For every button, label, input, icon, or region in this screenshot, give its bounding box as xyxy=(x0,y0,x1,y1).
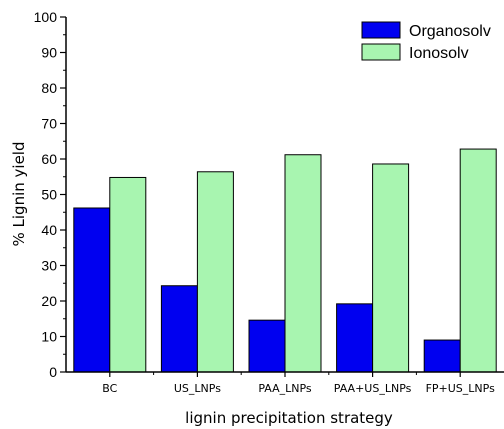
y-tick-label: 90 xyxy=(41,45,57,61)
bar-ionosolv-paa-us-lnps xyxy=(372,163,410,373)
bar-organosolv-paa-us-lnps xyxy=(336,303,374,373)
y-tick-label: 80 xyxy=(41,80,57,96)
bar-ionosolv-us-lnps xyxy=(196,171,234,373)
legend: Organosolv Ionosolv xyxy=(361,21,491,62)
x-tick-label: PAA_LNPs xyxy=(258,382,312,395)
y-tick-label: 100 xyxy=(34,9,58,25)
legend-swatch-organosolv xyxy=(361,21,401,39)
bar-organosolv-us-lnps xyxy=(160,285,198,373)
y-tick-label: 20 xyxy=(41,293,57,309)
y-tick-label: 30 xyxy=(41,258,57,274)
bars-group xyxy=(73,148,497,373)
y-tick-label: 40 xyxy=(41,222,57,238)
x-axis-title: lignin precipitation strategy xyxy=(185,409,393,427)
legend-swatch-ionosolv xyxy=(361,43,401,61)
y-axis-title: % Lignin yield xyxy=(10,142,28,247)
legend-label-organosolv: Organosolv xyxy=(409,23,491,40)
y-tick-label: 50 xyxy=(41,187,57,203)
x-tick-label: BC xyxy=(102,382,117,395)
bar-ionosolv-fp-us-lnps xyxy=(459,148,497,373)
bar-organosolv-fp-us-lnps xyxy=(423,339,461,373)
bar-organosolv-bc xyxy=(73,207,111,373)
bar-ionosolv-bc xyxy=(109,176,147,373)
y-tick-label: 0 xyxy=(49,364,57,380)
bar-ionosolv-paa-lnps xyxy=(284,154,322,373)
x-tick-label: PAA+US_LNPs xyxy=(334,382,412,395)
x-tick-label: FP+US_LNPs xyxy=(426,382,496,395)
legend-label-ionosolv: Ionosolv xyxy=(409,45,469,62)
y-tick-label: 60 xyxy=(41,151,57,167)
x-tick-label: US_LNPs xyxy=(174,382,221,395)
y-tick-label: 70 xyxy=(41,116,57,132)
y-tick-label: 10 xyxy=(41,329,57,345)
bar-organosolv-paa-lnps xyxy=(248,319,286,373)
axes-group: 0 10 20 30 40 50 60 70 80 90 100 BC US_LNPs PAA_LNPs P… xyxy=(34,9,504,395)
